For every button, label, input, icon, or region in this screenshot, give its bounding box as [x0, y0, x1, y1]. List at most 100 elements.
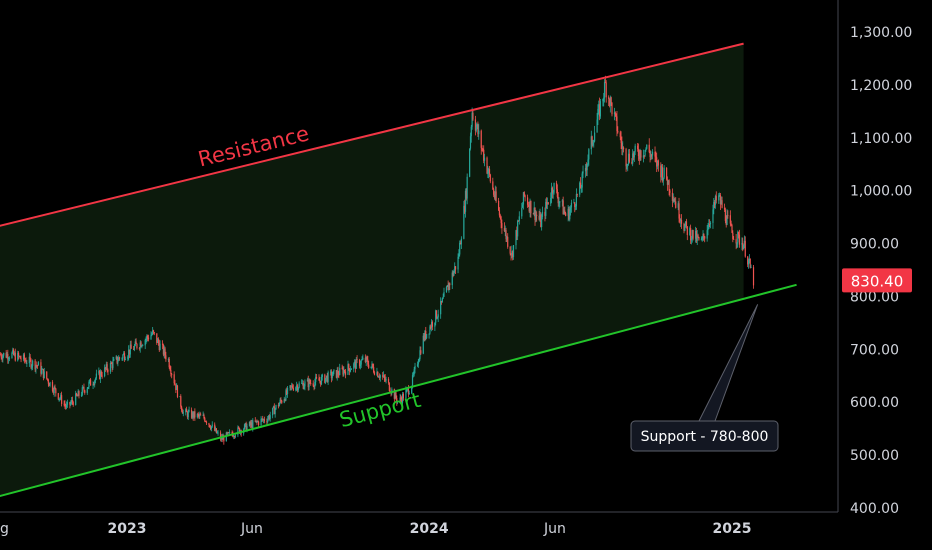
last-price-tag	[842, 268, 912, 293]
candle-body	[252, 420, 254, 429]
candle-body	[41, 369, 44, 370]
candle	[157, 337, 159, 344]
candle	[603, 92, 605, 107]
support-line[interactable]	[0, 283, 797, 503]
candle-body	[43, 371, 45, 379]
candle	[412, 371, 414, 378]
candle	[472, 110, 474, 121]
candle	[325, 375, 328, 382]
candle-body	[87, 387, 89, 389]
candle-body	[350, 368, 352, 370]
candle-body	[127, 356, 129, 360]
candle	[104, 364, 106, 378]
candle-body	[364, 357, 366, 362]
candle	[304, 379, 306, 391]
candle-body	[243, 424, 246, 430]
candle	[144, 338, 146, 350]
candle-body	[257, 421, 259, 423]
candle-body	[78, 391, 80, 396]
candle-body	[701, 237, 703, 240]
candle	[661, 163, 664, 183]
candle	[152, 329, 155, 335]
candle	[396, 395, 398, 406]
candle-body	[615, 113, 617, 117]
candle-body	[107, 370, 109, 372]
candle	[672, 193, 674, 203]
candle-body	[349, 369, 352, 372]
candle	[348, 363, 350, 371]
candle	[649, 149, 651, 163]
candle	[570, 199, 573, 213]
candle	[129, 340, 131, 358]
candle	[187, 409, 189, 421]
annotations-layer: Support - 780-800	[630, 304, 779, 452]
candle-body	[291, 385, 294, 388]
candle-body	[663, 167, 665, 178]
candle-body	[284, 399, 286, 401]
candle	[718, 192, 721, 197]
candle-body	[575, 193, 578, 207]
x-tick-label: ug	[0, 521, 9, 537]
candle	[80, 391, 83, 397]
trendlines-layer[interactable]	[0, 42, 797, 503]
candle	[156, 333, 158, 345]
candle	[651, 153, 653, 160]
candle	[335, 369, 337, 379]
candle-body	[678, 203, 680, 219]
candle	[343, 366, 345, 377]
candle	[146, 334, 148, 343]
candle-body	[649, 152, 651, 157]
candle-body	[657, 160, 659, 166]
candle	[645, 147, 647, 152]
candle	[257, 420, 259, 423]
annotation-box[interactable]	[630, 420, 779, 452]
candle-body	[529, 200, 531, 212]
candle-body	[95, 373, 97, 379]
candle-body	[611, 102, 613, 115]
candle-body	[378, 376, 380, 378]
candle	[344, 369, 346, 374]
candle-body	[185, 409, 188, 413]
candle	[216, 430, 218, 434]
candle	[205, 420, 208, 425]
candle	[454, 266, 457, 274]
candle	[585, 162, 587, 176]
candle	[109, 360, 112, 374]
candle	[540, 212, 542, 228]
candle-body	[330, 371, 333, 379]
candle	[597, 104, 599, 126]
candle	[591, 135, 593, 148]
candle	[279, 397, 281, 405]
candle-body	[580, 187, 582, 189]
candle	[703, 233, 705, 241]
candle	[555, 180, 558, 194]
candle-body	[302, 383, 304, 389]
candle-body	[493, 189, 495, 195]
candle	[644, 149, 646, 157]
candle-body	[100, 371, 102, 376]
candle-body	[541, 216, 543, 227]
candle	[426, 333, 428, 340]
candle	[167, 357, 169, 363]
candle	[748, 254, 750, 264]
candle	[666, 176, 669, 191]
candle	[614, 111, 616, 117]
candle-body	[216, 432, 218, 434]
candle-body	[72, 402, 74, 405]
candle-body	[221, 437, 223, 440]
candle-body	[689, 228, 691, 235]
candle	[622, 146, 625, 153]
candle	[301, 379, 303, 384]
candle	[586, 163, 588, 177]
candle-body	[407, 388, 409, 395]
candle-body	[319, 380, 321, 382]
x-tick-label: Jun	[240, 521, 263, 537]
candle	[227, 431, 229, 435]
candle-body	[430, 321, 433, 329]
candle-body	[733, 239, 735, 240]
candle	[6, 351, 8, 359]
candle-body	[454, 266, 456, 271]
resistance-line[interactable]	[0, 42, 744, 232]
candle-body	[736, 242, 738, 244]
